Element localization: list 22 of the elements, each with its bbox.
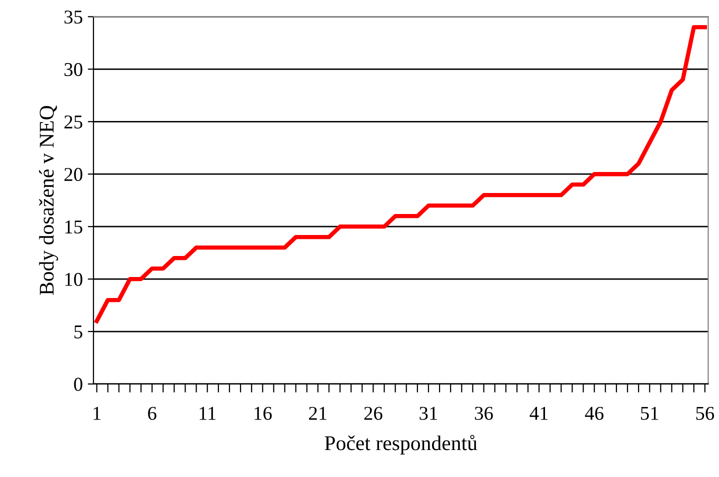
y-tick-label: 5 xyxy=(74,326,82,338)
x-tick-label: 6 xyxy=(148,406,156,420)
x-tick-label: 36 xyxy=(474,406,493,420)
y-tick-label: 15 xyxy=(65,220,82,234)
x-tick-label: 41 xyxy=(530,406,548,420)
x-tick-label: 11 xyxy=(200,406,216,420)
y-tick-label: 35 xyxy=(64,10,82,24)
x-tick-label: 16 xyxy=(254,406,272,420)
x-tick-label: 51 xyxy=(641,406,658,420)
x-tick-label: 46 xyxy=(584,406,604,420)
y-tick-label: 10 xyxy=(65,272,82,286)
x-tick-label: 26 xyxy=(364,406,382,420)
y-tick-label: 25 xyxy=(64,116,82,129)
x-axis-title: Počet respondentů xyxy=(324,434,478,454)
y-tick-label: 30 xyxy=(64,62,82,76)
x-tick-label: 21 xyxy=(309,406,326,420)
y-tick-label: 20 xyxy=(64,168,82,182)
x-tick-label: 31 xyxy=(420,406,438,420)
x-tick-label: 56 xyxy=(696,406,714,420)
y-tick-label: 0 xyxy=(74,378,82,391)
x-tick-label: 1 xyxy=(94,406,100,420)
y-axis-title: Body dosažené v NEQ xyxy=(39,106,58,295)
